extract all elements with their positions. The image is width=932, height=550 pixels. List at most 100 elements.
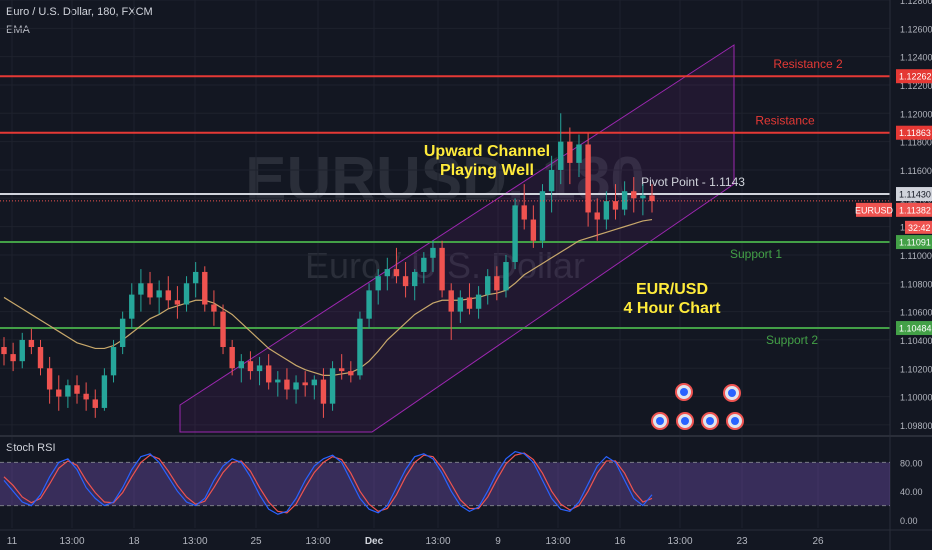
time-tick-label: 13:00 — [667, 536, 692, 547]
time-tick-label: 13:00 — [425, 536, 450, 547]
candle-body — [101, 375, 108, 408]
candle-body — [28, 339, 35, 348]
candle-body — [183, 283, 190, 305]
candle-body — [74, 385, 80, 394]
event-flag-icon — [728, 389, 736, 397]
candle-body — [338, 368, 345, 372]
candle-body — [530, 219, 537, 241]
symbol-tag — [856, 202, 892, 217]
annotation-text: EUR/USD — [636, 281, 708, 298]
candle-body — [46, 368, 53, 390]
level-badge-label: 1.11430 — [899, 190, 931, 200]
stoch-rsi-title: Stoch RSI — [6, 442, 56, 454]
price-tick-label: 1.10200 — [900, 364, 932, 374]
level-badge — [896, 235, 932, 250]
candle-body — [585, 144, 591, 213]
level-badge — [896, 187, 932, 202]
candle-body — [649, 195, 655, 202]
candle-body — [448, 290, 454, 312]
candle-body — [366, 290, 372, 319]
candle-body — [83, 393, 89, 400]
annotation-text: Playing Well — [440, 162, 534, 179]
level-label: Pivot Point - 1.1143 — [641, 175, 745, 189]
event-flag-icon — [681, 417, 689, 425]
candle-body — [485, 276, 491, 295]
level-badge-label: 1.12262 — [899, 72, 932, 82]
candle-body — [567, 141, 573, 163]
time-tick-label: 13:00 — [305, 536, 330, 547]
candle-body — [348, 371, 354, 376]
time-tick-label: 13:00 — [545, 536, 570, 547]
time-tick-label: 13:00 — [59, 536, 84, 547]
candle-body — [320, 379, 327, 404]
candle-body — [631, 191, 637, 199]
candle-body — [594, 212, 600, 220]
price-tick-label: 1.11000 — [900, 251, 932, 261]
candle-body — [229, 347, 235, 369]
candle-body — [165, 290, 171, 301]
candle-body — [412, 271, 418, 287]
price-tick-label: 1.12800 — [900, 0, 932, 6]
candle-body — [65, 385, 71, 397]
candle-body — [110, 347, 117, 376]
candle-body — [119, 318, 126, 348]
candle-body — [612, 201, 619, 210]
candle-body — [156, 290, 162, 298]
event-flag-icon — [731, 417, 739, 425]
candle-body — [384, 269, 391, 277]
price-tick-label: 1.10400 — [900, 336, 932, 346]
candle-body — [640, 195, 646, 199]
symbol-title: Euro / U.S. Dollar, 180, FXCM — [6, 6, 153, 18]
level-badge — [896, 321, 932, 336]
last-price-label: 1.11382 — [899, 205, 931, 215]
candle-body — [521, 205, 527, 220]
candle-body — [375, 276, 381, 291]
price-tick-label: 1.12000 — [900, 109, 932, 119]
candle-body — [37, 347, 44, 369]
candle-body — [558, 141, 564, 170]
candle-body — [138, 283, 144, 295]
annotation-text: Upward Channel — [424, 143, 550, 160]
level-badge — [896, 69, 932, 84]
time-tick-label: 18 — [128, 536, 140, 547]
candle-body — [256, 365, 263, 372]
price-tick-label: 1.11800 — [900, 138, 932, 148]
candle-body — [512, 205, 518, 263]
candle-body — [211, 304, 217, 312]
time-tick-label: 25 — [250, 536, 262, 547]
level-badge-label: 1.10484 — [899, 324, 932, 334]
candle-body — [539, 191, 546, 241]
event-flag-icon — [656, 417, 664, 425]
event-flag-icon — [706, 417, 714, 425]
candle-body — [311, 379, 318, 386]
stoch-k-line — [3, 450, 653, 515]
price-tick-label: 1.12600 — [900, 24, 932, 34]
price-tick-label: 1.12200 — [900, 81, 932, 91]
candle-body — [10, 354, 16, 362]
candle-body — [402, 276, 409, 287]
candle-body — [439, 247, 445, 291]
candle-body — [548, 169, 555, 192]
candle-body — [92, 399, 98, 408]
price-tick-label: 1.11600 — [900, 166, 932, 176]
annotation-text: 4 Hour Chart — [624, 300, 722, 317]
candle-body — [576, 144, 582, 163]
candle-body — [430, 247, 436, 258]
price-axis — [890, 0, 932, 550]
candle-body — [147, 283, 153, 298]
candle-body — [293, 382, 299, 390]
time-tick-label: 26 — [812, 536, 824, 547]
time-tick-label: 11 — [7, 536, 18, 547]
candle-body — [202, 271, 208, 305]
candle-body — [174, 300, 181, 305]
level-label: Support 1 — [730, 247, 782, 261]
time-tick-label: 9 — [495, 536, 501, 547]
upward-channel — [179, 44, 735, 433]
candle-body — [220, 311, 226, 348]
time-tick-label: 23 — [736, 536, 748, 547]
candle-body — [56, 389, 62, 397]
level-label: Resistance 2 — [773, 57, 843, 71]
stoch-tick-label: 0.00 — [900, 516, 918, 526]
ema-line — [3, 218, 653, 376]
